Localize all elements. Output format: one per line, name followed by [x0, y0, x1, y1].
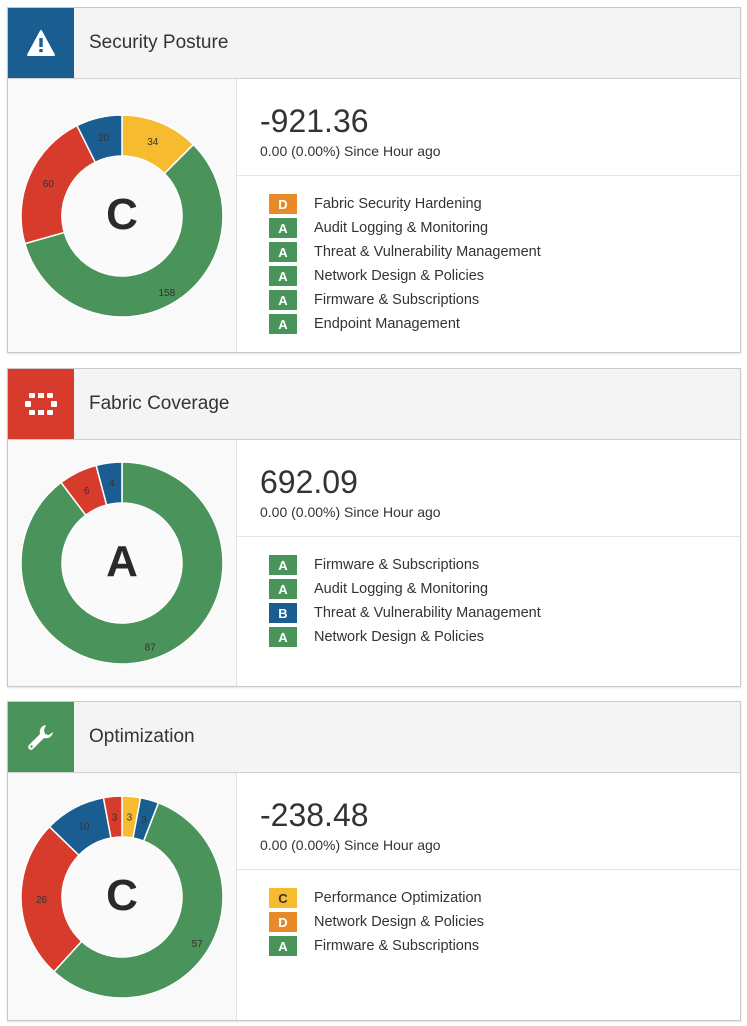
grade-row[interactable]: A Endpoint Management: [269, 312, 740, 336]
score-value: -238.48: [260, 797, 369, 833]
card-title: Security Posture: [89, 32, 229, 53]
grade-label: Endpoint Management: [314, 316, 460, 332]
grade-badge: A: [269, 266, 297, 286]
donut-chart[interactable]: 3 3 57 26 10 3 C: [8, 773, 237, 1020]
donut-segment[interactable]: [102, 794, 123, 839]
segment-label: 34: [147, 137, 159, 148]
grade-label: Firmware & Subscriptions: [314, 557, 480, 573]
segment-label: 3: [141, 815, 147, 826]
card-header: Optimization: [8, 702, 740, 773]
grade-badge: B: [269, 603, 297, 623]
grade-row[interactable]: C Performance Optimization: [269, 886, 740, 910]
grade-label: Performance Optimization: [314, 890, 482, 906]
grade-badge: C: [269, 888, 297, 908]
grade-row[interactable]: A Threat & Vulnerability Management: [269, 240, 740, 264]
warning-triangle-icon: [27, 30, 55, 56]
donut-chart[interactable]: 87 6 4 A: [8, 440, 237, 686]
score-change: 0.00 (0.00%) Since Hour ago: [260, 504, 441, 520]
segment-label: 57: [192, 939, 204, 950]
segment-label: 26: [36, 894, 48, 905]
card-title: Optimization: [89, 726, 195, 747]
grade-badge: A: [269, 627, 297, 647]
grade-badge: A: [269, 242, 297, 262]
grade-label: Threat & Vulnerability Management: [314, 244, 541, 260]
donut-segment[interactable]: [20, 825, 83, 973]
grade-label: Firmware & Subscriptions: [314, 938, 480, 954]
segment-label: 10: [78, 821, 90, 832]
donut-chart[interactable]: 34 158 60 20 C: [8, 79, 237, 352]
grade-row[interactable]: A Network Design & Policies: [269, 625, 740, 649]
grade-label: Network Design & Policies: [314, 914, 485, 930]
center-grade: C: [106, 189, 138, 239]
card-icon-box: [8, 8, 74, 78]
donut-svg: 34 158 60 20: [20, 113, 224, 318]
grade-badge: A: [269, 555, 297, 575]
grade-row[interactable]: A Network Design & Policies: [269, 264, 740, 288]
grade-row[interactable]: A Firmware & Subscriptions: [269, 553, 740, 577]
grade-row[interactable]: A Audit Logging & Monitoring: [269, 577, 740, 601]
grade-row[interactable]: A Firmware & Subscriptions: [269, 934, 740, 958]
security-posture-card: Security Posture 34 158 60 20 C -921.36 0.00…: [7, 7, 741, 353]
grade-label: Fabric Security Hardening: [314, 196, 482, 212]
wrench-icon: [28, 725, 53, 750]
score-change: 0.00 (0.00%) Since Hour ago: [260, 143, 441, 159]
segment-label: 158: [158, 287, 175, 298]
segment-label: 6: [84, 486, 90, 497]
grade-row[interactable]: A Audit Logging & Monitoring: [269, 216, 740, 240]
grade-row[interactable]: D Fabric Security Hardening: [269, 192, 740, 216]
grade-badge: A: [269, 290, 297, 310]
grade-label: Audit Logging & Monitoring: [314, 581, 489, 597]
grade-list: A Firmware & Subscriptions A Audit Logging …: [237, 537, 740, 649]
grade-badge: A: [269, 936, 297, 956]
card-title: Fabric Coverage: [89, 393, 230, 414]
optimization-card: Optimization 3 3 57 26 10 3 C -238.48 0.00 (0.…: [7, 701, 741, 1021]
segment-label: 20: [98, 133, 110, 144]
center-grade: A: [106, 537, 138, 586]
card-header: Security Posture: [8, 8, 740, 79]
grade-list: D Fabric Security Hardening A Audit Logging…: [237, 176, 740, 336]
grade-badge: A: [269, 579, 297, 599]
score-value: 692.09: [260, 464, 358, 500]
grade-label: Network Design & Policies: [314, 268, 485, 284]
grade-badge: A: [269, 218, 297, 238]
grade-badge: D: [269, 912, 297, 932]
grade-badge: A: [269, 314, 297, 334]
fabric-coverage-card: Fabric Coverage 87 6 4 A 692.09 0.00 (0.00%…: [7, 368, 741, 687]
grade-badge: D: [269, 194, 297, 214]
grade-label: Threat & Vulnerability Management: [314, 605, 541, 621]
donut-segment[interactable]: [23, 143, 224, 318]
segment-label: 3: [112, 812, 118, 823]
donut-segment[interactable]: [75, 113, 123, 163]
grade-label: Firmware & Subscriptions: [314, 292, 480, 308]
grade-list: C Performance Optimization D Network Design…: [237, 870, 740, 958]
center-grade: C: [106, 870, 138, 920]
donut-segment[interactable]: [52, 801, 224, 999]
segment-label: 3: [127, 812, 133, 823]
donut-svg: 87 6 4: [20, 461, 224, 665]
grade-label: Audit Logging & Monitoring: [314, 220, 489, 236]
segment-label: 60: [43, 178, 55, 189]
card-icon-box: [8, 369, 74, 439]
donut-segment[interactable]: [95, 461, 123, 506]
segment-label: 87: [145, 642, 157, 653]
grade-row[interactable]: A Firmware & Subscriptions: [269, 288, 740, 312]
grade-label: Network Design & Policies: [314, 629, 485, 645]
security-fabric-icon: [25, 393, 57, 415]
score-change: 0.00 (0.00%) Since Hour ago: [260, 837, 441, 853]
segment-label: 4: [109, 479, 115, 490]
donut-segment[interactable]: [20, 461, 224, 665]
score-value: -921.36: [260, 103, 369, 139]
grade-row[interactable]: B Threat & Vulnerability Management: [269, 601, 740, 625]
card-header: Fabric Coverage: [8, 369, 740, 440]
card-icon-box: [8, 702, 74, 772]
grade-row[interactable]: D Network Design & Policies: [269, 910, 740, 934]
